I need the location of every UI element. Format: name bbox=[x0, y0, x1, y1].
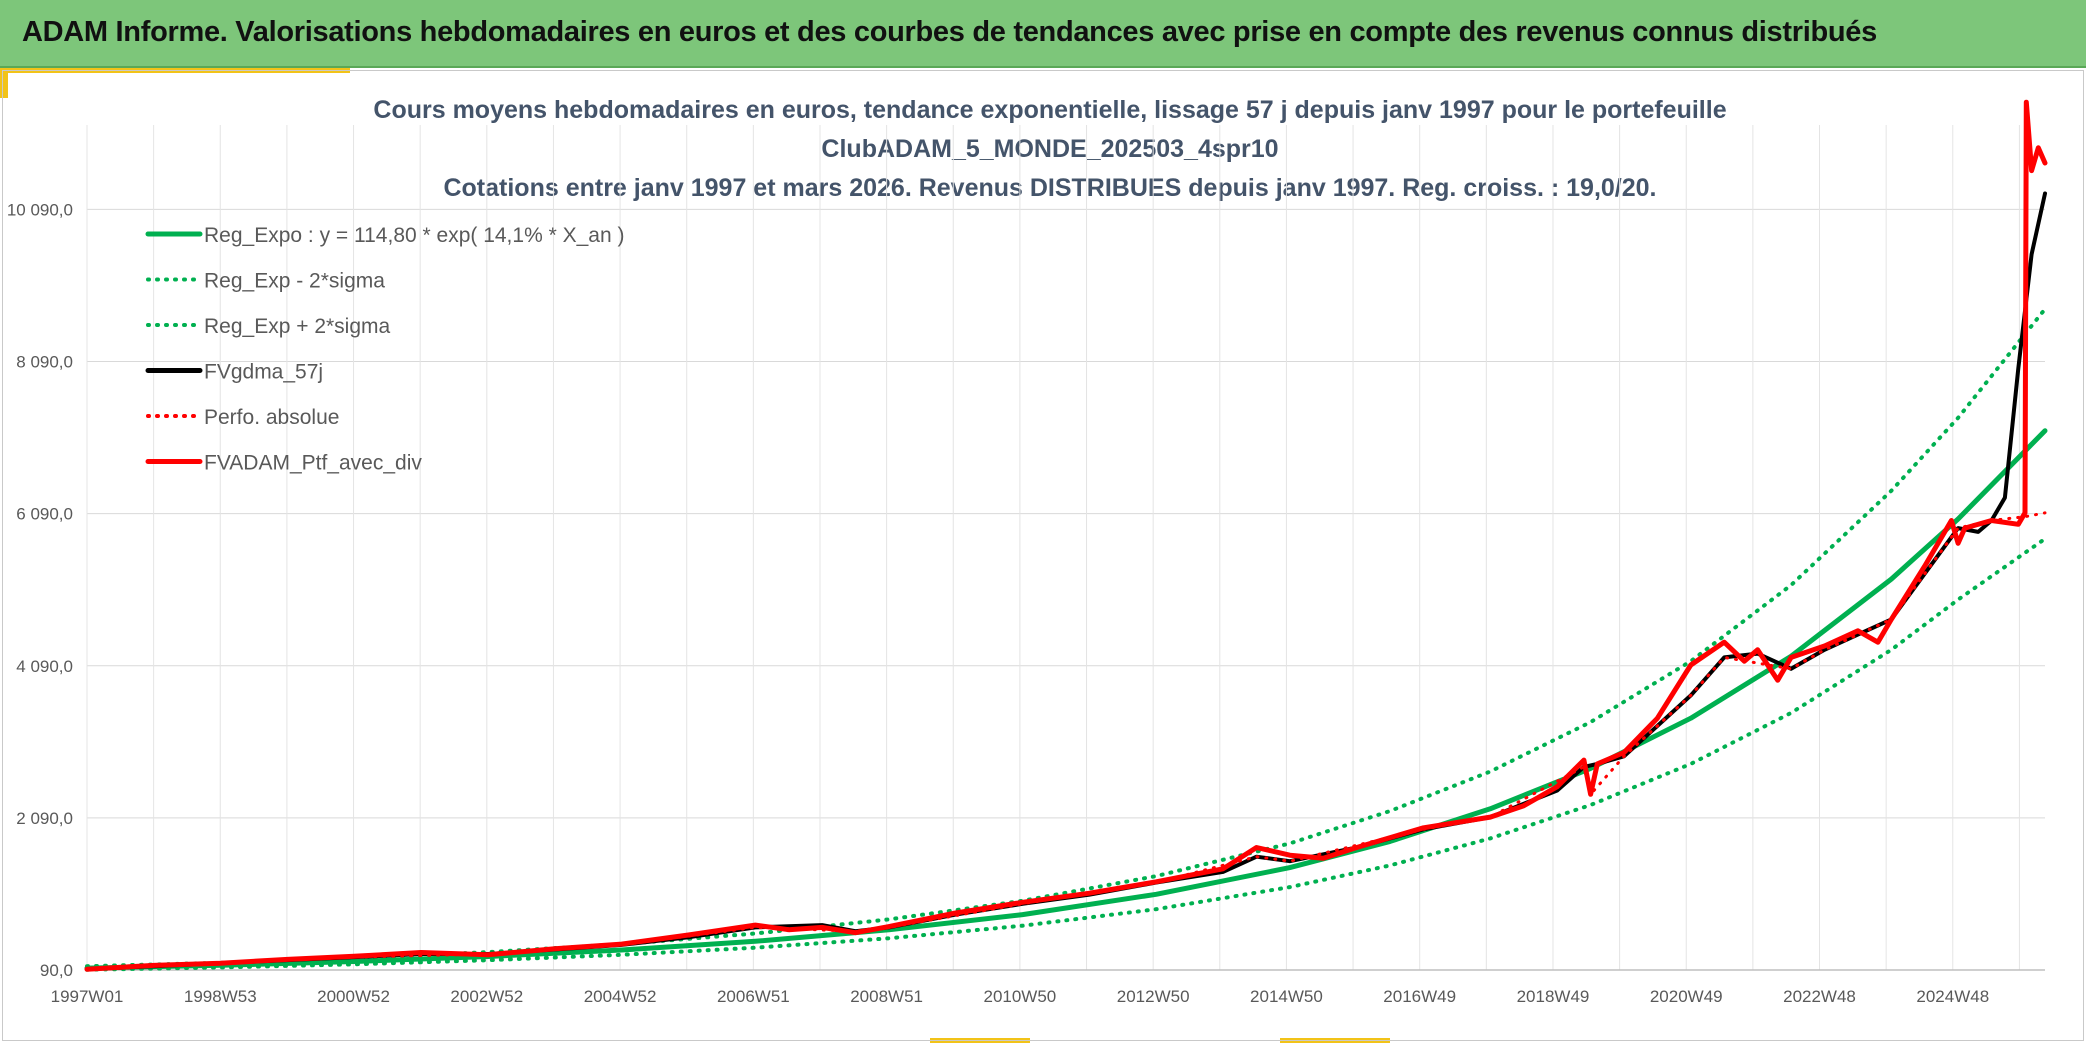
x-tick-label: 2008W51 bbox=[850, 987, 923, 1006]
series-line-2 bbox=[85, 536, 2047, 972]
legend-label-4: FVgdma_57j bbox=[204, 361, 323, 384]
x-tick-label: 2024W48 bbox=[1916, 987, 1989, 1006]
x-tick-label: 2010W50 bbox=[983, 987, 1056, 1006]
x-axis-ticks: 1997W01 1998W53 2000W52 2002W52 2004W52 2006W… bbox=[51, 987, 1990, 1006]
chart-frame bbox=[2, 70, 2084, 1041]
x-tick-label: 1998W53 bbox=[184, 987, 257, 1006]
page-title: ADAM Informe. Valorisations hebdomadaire… bbox=[22, 16, 1877, 48]
series-line-3 bbox=[85, 307, 2047, 969]
legend-label-6: FVADAM_Ptf_avec_div bbox=[204, 452, 422, 475]
y-tick-label: 2 090,0 bbox=[16, 809, 73, 828]
x-tick-label: 2002W52 bbox=[450, 987, 523, 1006]
x-tick-label: 2006W51 bbox=[717, 987, 790, 1006]
x-tick-label: 2012W50 bbox=[1117, 987, 1190, 1006]
x-tick-label: 2000W52 bbox=[317, 987, 390, 1006]
frame-accent-left bbox=[0, 68, 8, 98]
x-tick-label: 2018W49 bbox=[1517, 987, 1590, 1006]
x-tick-label: 2022W48 bbox=[1783, 987, 1856, 1006]
chart-title-line-2: ClubADAM_5_MONDE_202503_4spr10 bbox=[821, 135, 1278, 163]
legend-label-1: Reg_Expo : y = 114,80 * exp( 14,1% * X_a… bbox=[204, 224, 624, 247]
x-tick-label: 2004W52 bbox=[584, 987, 657, 1006]
legend-label-5: Perfo. absolue bbox=[204, 406, 339, 429]
series-line-5 bbox=[85, 511, 2047, 971]
y-axis-ticks: 90,0 2 090,0 4 090,0 6 090,0 8 090,0 10 090,0 bbox=[7, 200, 73, 980]
chart-title: Cours moyens hebdomadaires en euros, ten… bbox=[373, 96, 1726, 202]
chart-grid bbox=[86, 125, 2045, 971]
x-tick-label: 2014W50 bbox=[1250, 987, 1323, 1006]
legend-label-3: Reg_Exp + 2*sigma bbox=[204, 315, 391, 338]
series-line-6 bbox=[84, 99, 2048, 972]
y-tick-label: 4 090,0 bbox=[16, 657, 73, 676]
y-tick-label: 10 090,0 bbox=[7, 200, 73, 219]
legend-label-2: Reg_Exp - 2*sigma bbox=[204, 270, 385, 293]
y-tick-label: 6 090,0 bbox=[16, 505, 73, 524]
x-tick-label: 1997W01 bbox=[51, 987, 124, 1006]
y-tick-label: 8 090,0 bbox=[16, 353, 73, 372]
y-tick-label: 90,0 bbox=[40, 961, 73, 980]
x-tick-label: 2020W49 bbox=[1650, 987, 1723, 1006]
header-banner: ADAM Informe. Valorisations hebdomadaire… bbox=[0, 0, 2086, 68]
chart-title-line-3: Cotations entre janv 1997 et mars 2026. … bbox=[443, 174, 1656, 202]
chart-series bbox=[84, 99, 2048, 972]
series-line-4 bbox=[85, 191, 2047, 972]
x-tick-label: 2016W49 bbox=[1383, 987, 1456, 1006]
chart-title-line-1: Cours moyens hebdomadaires en euros, ten… bbox=[373, 96, 1726, 124]
chart-legend: Reg_Expo : y = 114,80 * exp( 14,1% * X_a… bbox=[145, 224, 624, 475]
series-line-1 bbox=[84, 428, 2048, 971]
